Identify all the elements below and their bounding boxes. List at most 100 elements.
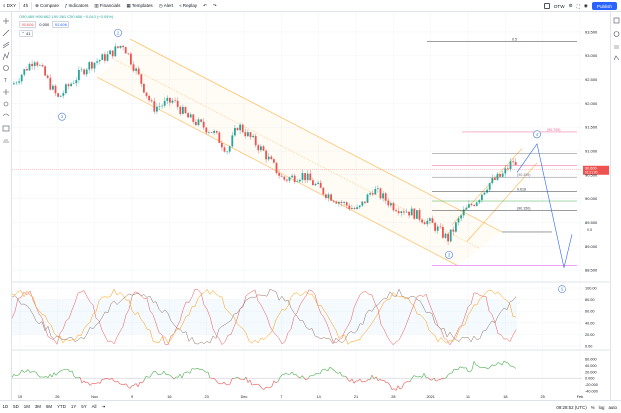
- candle-body: [281, 176, 283, 177]
- camera-icon[interactable]: ◉: [584, 3, 588, 9]
- chart-svg[interactable]: 0.5(90.709)(90.455)0.618(90.150)0.590.60…: [12, 12, 610, 400]
- candle-body: [338, 202, 340, 204]
- layout-name[interactable]: DTW: [554, 4, 564, 9]
- momentum-segment: [56, 373, 58, 375]
- candle-body: [140, 74, 142, 84]
- momentum-segment: [398, 386, 400, 389]
- trash-icon[interactable]: [3, 140, 9, 142]
- candle-body: [346, 202, 348, 205]
- right-sidebar: [610, 12, 621, 400]
- percent-toggle[interactable]: %: [591, 405, 595, 410]
- candle-body: [424, 222, 426, 224]
- momentum-segment: [258, 384, 260, 386]
- momentum-segment: [216, 380, 218, 383]
- price-axis[interactable]: 93.50093.00092.50092.00091.50091.00090.5…: [585, 29, 598, 272]
- interval-button[interactable]: 4h: [20, 0, 31, 12]
- range-1m[interactable]: 1M: [21, 404, 32, 409]
- pattern-icon[interactable]: [3, 52, 9, 60]
- candle-body: [398, 211, 400, 213]
- candle-body: [153, 101, 155, 111]
- candle-body: [68, 84, 70, 86]
- candle-body: [359, 206, 361, 208]
- watchlist-icon[interactable]: [614, 18, 619, 23]
- momentum-segment: [146, 376, 148, 377]
- momentum-segment: [360, 379, 362, 382]
- range-ytd[interactable]: YTD: [55, 404, 69, 409]
- fib-label: (90.150): [517, 207, 530, 211]
- price-tick: 91.500: [585, 125, 598, 130]
- goto-date-icon[interactable]: ⇥: [99, 404, 108, 410]
- redo-button[interactable]: ↷: [210, 0, 220, 12]
- range-all[interactable]: All: [89, 404, 99, 409]
- osc2-tick: -20.000: [585, 383, 598, 387]
- candle-body: [260, 146, 262, 150]
- auto-toggle[interactable]: auto: [608, 405, 617, 410]
- candle-body: [179, 107, 181, 114]
- candle-body: [208, 132, 210, 133]
- range-1y[interactable]: 1Y: [68, 404, 78, 409]
- candle-body: [218, 133, 220, 143]
- channel-mid-line[interactable]: [112, 58, 480, 249]
- fib-icon[interactable]: [3, 42, 9, 46]
- range-3m[interactable]: 3M: [32, 404, 43, 409]
- publish-button[interactable]: Publish: [592, 2, 617, 10]
- lock-icon[interactable]: [3, 126, 9, 131]
- range-6m[interactable]: 6M: [43, 404, 54, 409]
- compare-button[interactable]: ⊕Compare: [32, 0, 62, 12]
- momentum-segment: [424, 373, 426, 377]
- momentum-segment: [262, 388, 264, 389]
- magnet-icon[interactable]: [3, 114, 9, 116]
- range-5d[interactable]: 5D: [11, 404, 22, 409]
- momentum-segment: [188, 372, 190, 374]
- text-tool-icon[interactable]: T: [4, 78, 7, 84]
- trendline-icon[interactable]: [3, 30, 9, 36]
- candle-body: [151, 100, 153, 101]
- undo-button[interactable]: ↶: [200, 0, 210, 12]
- ideas-icon[interactable]: [614, 56, 619, 60]
- range-5y[interactable]: 5Y: [79, 404, 89, 409]
- fullscreen-icon[interactable]: ⛶: [577, 4, 580, 9]
- alerts-icon[interactable]: [614, 32, 619, 37]
- clock[interactable]: 09:28:52 (UTC): [556, 405, 586, 410]
- momentum-segment: [418, 376, 420, 377]
- financials-button[interactable]: ▥Financials: [91, 0, 123, 12]
- momentum-segment: [36, 372, 38, 375]
- candle-body: [299, 180, 301, 182]
- momentum-segment: [502, 361, 504, 365]
- upchannel-line[interactable]: [452, 149, 522, 225]
- candle-body: [283, 177, 285, 180]
- replay-label: Replay: [183, 3, 197, 8]
- candle-body: [460, 215, 462, 218]
- time-tick: Nov: [91, 395, 98, 399]
- measure-icon[interactable]: [3, 89, 9, 95]
- search-icon: ⌕: [3, 3, 6, 8]
- templates-button[interactable]: ▦Templates: [123, 0, 155, 12]
- candle-body: [81, 70, 83, 71]
- gear-icon[interactable]: ⚙: [569, 3, 573, 9]
- brush-icon[interactable]: [4, 66, 9, 71]
- candle-body: [265, 151, 267, 160]
- log-toggle[interactable]: log: [599, 405, 605, 410]
- candle-body: [343, 202, 345, 203]
- candle-body: [104, 54, 106, 61]
- news-icon[interactable]: [614, 46, 619, 48]
- replay-button[interactable]: «Replay: [176, 0, 200, 12]
- momentum-segment: [108, 379, 110, 380]
- osc1-tick: 40.00: [585, 321, 595, 325]
- range-1d[interactable]: 1D: [0, 404, 11, 409]
- zoom-icon[interactable]: [4, 102, 8, 106]
- time-tick: 19: [18, 395, 22, 399]
- candle-body: [75, 80, 77, 83]
- candle-body: [372, 193, 374, 194]
- symbol-search[interactable]: ⌕ DXY: [0, 0, 19, 12]
- momentum-segment: [432, 378, 434, 380]
- momentum-segment: [416, 376, 418, 377]
- alert-button[interactable]: ◷Alert: [156, 0, 176, 12]
- channel-upper-line[interactable]: [130, 39, 502, 232]
- price-channel[interactable]: [97, 39, 537, 265]
- layout-icon[interactable]: [544, 3, 550, 9]
- candle-body: [91, 62, 93, 68]
